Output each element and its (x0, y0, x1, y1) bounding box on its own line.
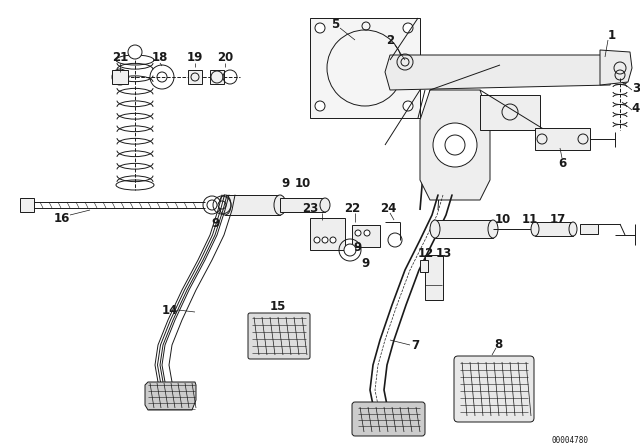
Polygon shape (600, 50, 632, 85)
Text: 14: 14 (162, 303, 178, 316)
Text: 18: 18 (152, 51, 168, 64)
Text: 3: 3 (632, 82, 640, 95)
Text: 9: 9 (281, 177, 289, 190)
Text: 9: 9 (361, 257, 369, 270)
Polygon shape (145, 382, 196, 410)
FancyBboxPatch shape (352, 402, 425, 436)
Text: 10: 10 (495, 212, 511, 225)
Text: 20: 20 (217, 51, 233, 64)
FancyBboxPatch shape (248, 313, 310, 359)
Bar (480, 95, 540, 130)
Text: 6: 6 (558, 156, 566, 169)
Polygon shape (355, 405, 422, 432)
Text: 21: 21 (112, 51, 128, 64)
Bar (435, 220, 493, 238)
FancyBboxPatch shape (454, 356, 534, 422)
Text: 4: 4 (632, 102, 640, 115)
Circle shape (403, 23, 413, 33)
Text: 10: 10 (295, 177, 311, 190)
Bar (535, 128, 590, 150)
Bar (425, 255, 443, 300)
Bar (112, 70, 128, 84)
Ellipse shape (531, 222, 539, 236)
Ellipse shape (320, 198, 330, 212)
Ellipse shape (430, 220, 440, 238)
Ellipse shape (569, 222, 577, 236)
Circle shape (364, 230, 370, 236)
Circle shape (207, 200, 217, 210)
Bar (310, 218, 345, 250)
Circle shape (433, 123, 477, 167)
Circle shape (322, 237, 328, 243)
Bar (580, 224, 598, 234)
Ellipse shape (274, 195, 286, 215)
Text: 1: 1 (608, 29, 616, 42)
Text: 19: 19 (187, 51, 203, 64)
Text: 2: 2 (386, 34, 394, 47)
Text: 16: 16 (54, 211, 70, 224)
Circle shape (314, 237, 320, 243)
Circle shape (315, 23, 325, 33)
Text: 24: 24 (380, 202, 396, 215)
Bar (280, 198, 325, 212)
Bar (225, 195, 280, 215)
Text: 8: 8 (494, 337, 502, 350)
Bar (20, 198, 34, 212)
Text: 9: 9 (211, 216, 219, 229)
Bar (310, 18, 420, 118)
Bar (535, 222, 573, 236)
Text: 23: 23 (302, 202, 318, 215)
Circle shape (403, 101, 413, 111)
Text: 7: 7 (411, 339, 419, 352)
Text: 15: 15 (270, 300, 286, 313)
Text: 00004780: 00004780 (552, 435, 589, 444)
Text: 22: 22 (344, 202, 360, 215)
Text: 17: 17 (550, 212, 566, 225)
Circle shape (315, 101, 325, 111)
Text: 12: 12 (418, 246, 434, 259)
Circle shape (330, 237, 336, 243)
Text: 11: 11 (522, 212, 538, 225)
Text: 13: 13 (436, 246, 452, 259)
Circle shape (128, 45, 142, 59)
Ellipse shape (219, 195, 231, 215)
Text: 5: 5 (331, 17, 339, 30)
Text: 9: 9 (353, 241, 361, 254)
Circle shape (116, 73, 124, 81)
Circle shape (344, 244, 356, 256)
Bar (420, 260, 428, 272)
Bar (210, 70, 224, 84)
Circle shape (355, 230, 361, 236)
Bar (188, 70, 202, 84)
Circle shape (327, 30, 403, 106)
Circle shape (218, 201, 226, 209)
Polygon shape (420, 90, 490, 200)
Bar (352, 225, 380, 247)
Polygon shape (385, 55, 615, 90)
Ellipse shape (488, 220, 498, 238)
